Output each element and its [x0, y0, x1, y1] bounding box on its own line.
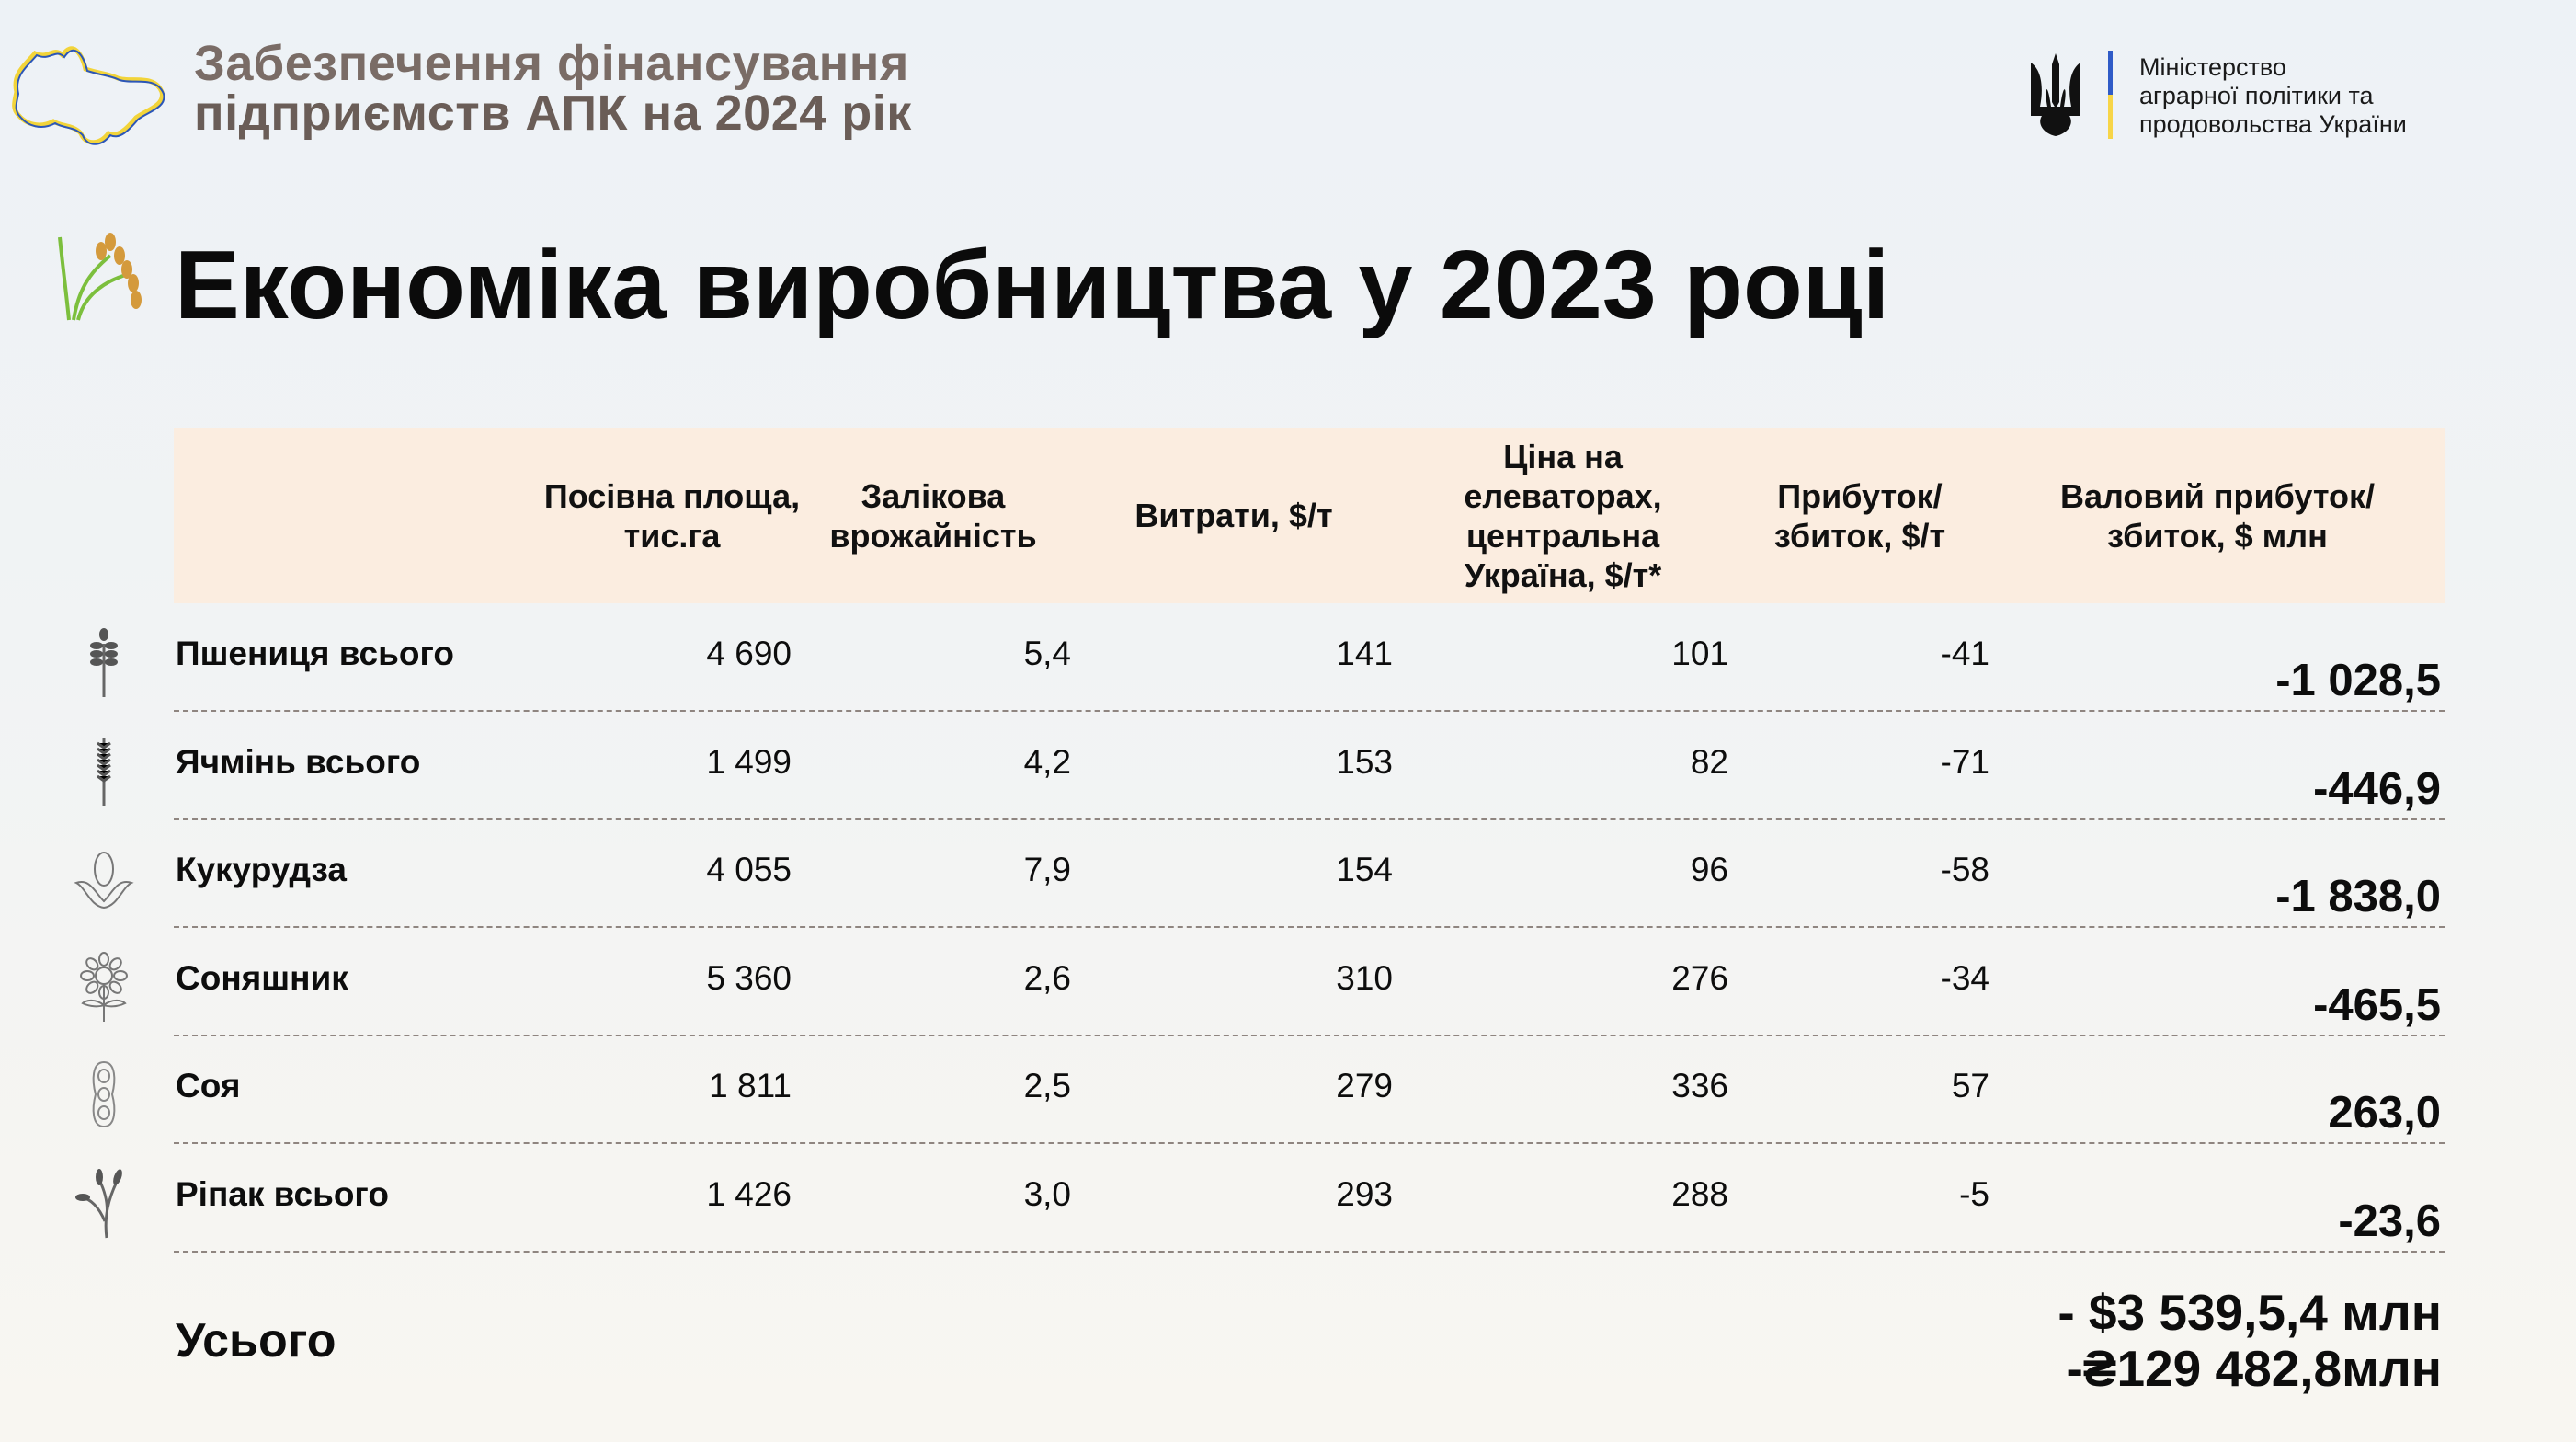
column-header-area: Посівна площа, тис.га — [543, 476, 801, 555]
cell-gross: -1 028,5 — [2275, 656, 2441, 705]
row-divider — [174, 926, 2445, 929]
column-header-yield: Залікова врожайність — [829, 476, 1037, 555]
header-title: Забезпечення фінансування підприємств АП… — [194, 39, 912, 138]
cell-gross: -23,6 — [2338, 1196, 2441, 1246]
cell-costs: 153 — [1336, 742, 1393, 781]
cell-gross: -446,9 — [2313, 763, 2441, 814]
page-title: Економіка виробництва у 2023 році — [175, 231, 1890, 339]
table-row: Соняшник 5 360 2,6 310 276 -34 -465,5 — [0, 932, 2576, 1039]
flag-divider — [2108, 51, 2113, 139]
soy-icon — [92, 1061, 116, 1128]
row-divider — [174, 818, 2445, 820]
column-header-profit: Прибуток/ збиток, $/т — [1773, 476, 1946, 555]
cell-price: 288 — [1671, 1175, 1728, 1213]
row-divider — [174, 710, 2445, 712]
cell-yield: 3,0 — [1023, 1175, 1071, 1213]
table-row: Пшениця всього 4 690 5,4 141 101 -41 -1 028,5 — [0, 607, 2576, 715]
header-title-line1: Забезпечення фінансування — [194, 36, 909, 91]
cell-yield: 4,2 — [1023, 742, 1071, 781]
cell-gross: 263,0 — [2328, 1088, 2441, 1139]
crop-name: Соя — [176, 1067, 241, 1105]
cell-costs: 279 — [1336, 1067, 1393, 1105]
cell-yield: 2,6 — [1023, 958, 1071, 997]
cell-area: 1 426 — [706, 1175, 792, 1213]
crop-name: Ріпак всього — [176, 1175, 389, 1213]
ministry-line1: Міністерство — [2139, 53, 2286, 81]
cell-costs: 141 — [1336, 635, 1393, 672]
crop-name: Кукурудза — [176, 851, 347, 889]
cell-profit: -58 — [1940, 851, 1989, 889]
column-header-costs: Витрати, $/т — [1134, 497, 1333, 534]
sunflower-icon — [80, 951, 128, 1022]
ministry-line2: аграрної політики та — [2139, 82, 2374, 109]
cell-profit: -71 — [1940, 742, 1989, 781]
table-row: Кукурудза 4 055 7,9 154 96 -58 -1 838,0 — [0, 823, 2576, 931]
cell-price: 82 — [1690, 742, 1728, 781]
ukraine-map-logo — [12, 46, 165, 145]
table-row: Соя 1 811 2,5 279 336 57 263,0 — [0, 1039, 2576, 1147]
total-uah: -₴129 482,8млн — [2066, 1340, 2442, 1397]
cell-costs: 310 — [1336, 958, 1393, 997]
cell-yield: 5,4 — [1023, 635, 1071, 672]
row-divider — [174, 1034, 2445, 1036]
cell-gross: -465,5 — [2313, 979, 2441, 1030]
ministry-line3: продовольства України — [2139, 110, 2407, 138]
cell-profit: -34 — [1940, 958, 1989, 997]
cell-yield: 7,9 — [1023, 851, 1071, 889]
row-divider — [174, 1142, 2445, 1145]
cell-area: 1 499 — [706, 742, 792, 781]
crop-name: Ячмінь всього — [176, 742, 421, 781]
cell-price: 336 — [1671, 1067, 1728, 1105]
row-divider — [174, 1251, 2445, 1253]
cell-price: 276 — [1671, 958, 1728, 997]
cell-yield: 2,5 — [1023, 1067, 1071, 1105]
column-header-gross: Валовий прибуток/збиток, $ млн — [2059, 476, 2376, 555]
rapeseed-icon — [75, 1169, 122, 1239]
table-row: Ріпак всього 1 426 3,0 293 288 -5 -23,6 — [0, 1148, 2576, 1255]
crop-name: Соняшник — [176, 958, 348, 997]
crop-name: Пшениця всього — [176, 635, 454, 672]
total-usd: - $3 539,5,4 млн — [2057, 1284, 2442, 1341]
cell-price: 101 — [1671, 635, 1728, 672]
cell-profit: -41 — [1940, 635, 1989, 672]
cell-profit: 57 — [1951, 1067, 1989, 1105]
cell-area: 1 811 — [709, 1067, 792, 1105]
table-row: Ячмінь всього 1 499 4,2 153 82 -71 -446,9 — [0, 715, 2576, 823]
cell-area: 5 360 — [706, 958, 792, 997]
cell-costs: 293 — [1336, 1175, 1393, 1213]
cell-price: 96 — [1690, 851, 1728, 889]
cell-area: 4 690 — [706, 635, 792, 672]
total-label: Усього — [176, 1314, 336, 1368]
column-header-price: Ціна на елеваторах, центральна Україна, … — [1464, 437, 1662, 594]
wheat-icon — [90, 628, 118, 697]
barley-icon — [97, 738, 111, 806]
ministry-name: Міністерство аграрної політики та продов… — [2139, 53, 2407, 139]
cell-area: 4 055 — [706, 851, 792, 889]
wheat-ears-icon — [58, 233, 142, 321]
cell-gross: -1 838,0 — [2275, 872, 2441, 922]
trident-emblem-icon — [2031, 53, 2080, 136]
table-header: Посівна площа, тис.га Залікова врожайніс… — [174, 428, 2445, 603]
cell-profit: -5 — [1959, 1175, 1989, 1213]
corn-icon — [74, 852, 134, 910]
header-title-line2: підприємств АПК на 2024 рік — [194, 86, 912, 141]
cell-costs: 154 — [1336, 851, 1393, 889]
